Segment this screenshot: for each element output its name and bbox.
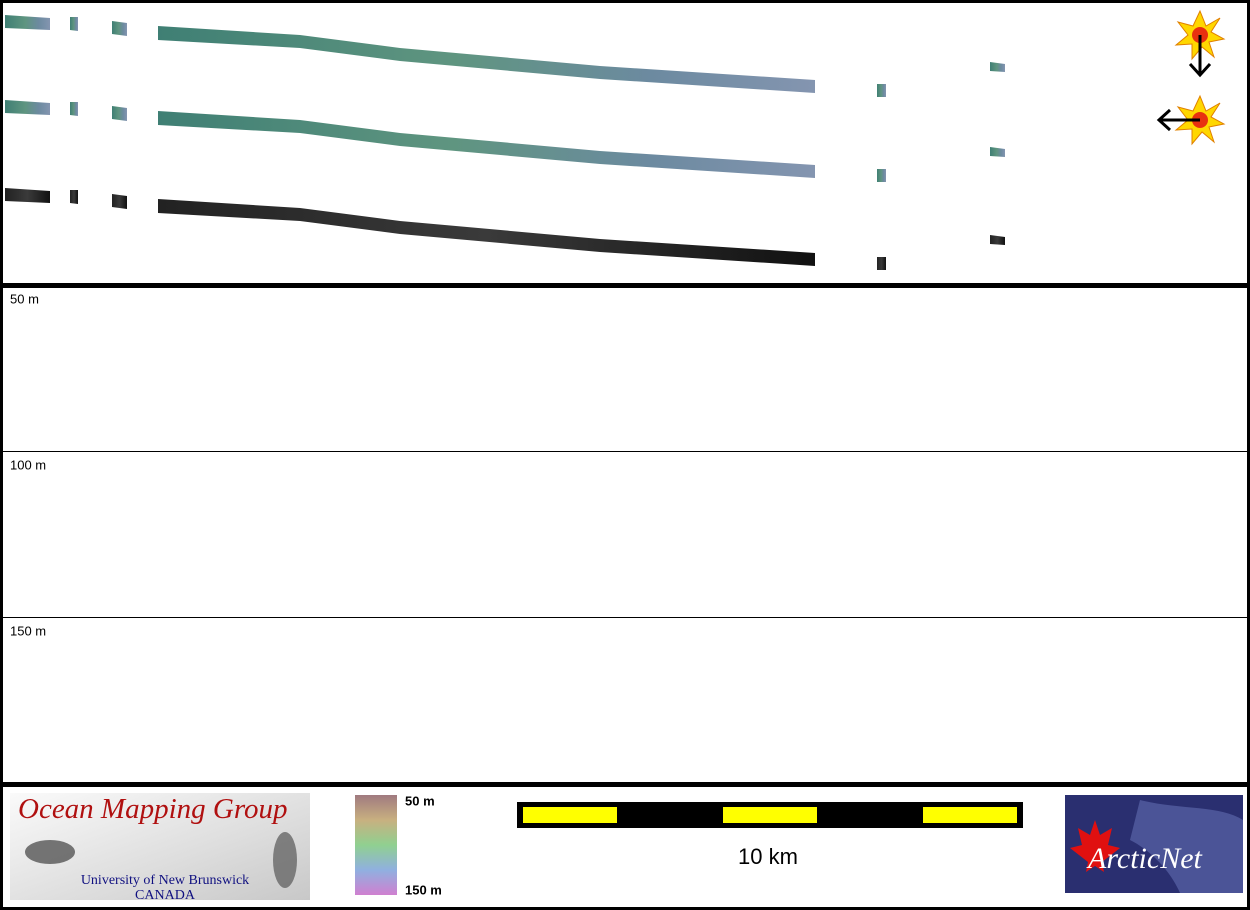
omg-logo: Ocean Mapping Group University of New Br… [10,793,310,903]
depth-label: 150 m [10,623,46,638]
arcticnet-logo: ArcticNet [1065,795,1243,893]
partner-name: ArcticNet [1086,842,1203,875]
colorbar [355,795,397,895]
divider [0,283,1250,288]
scale-bar [517,802,1023,828]
divider [0,782,1250,787]
scale-label: 10 km [738,844,798,869]
depth-label: 100 m [10,457,46,472]
logo-country: CANADA [135,888,196,903]
colorbar-label: 50 m [405,793,435,808]
depth-label: 50 m [10,291,39,306]
logo-university: University of New Brunswick [81,873,249,888]
sun-icons [1156,10,1225,145]
colorbar-label: 150 m [405,882,442,897]
logo-title: Ocean Mapping Group [18,793,288,825]
